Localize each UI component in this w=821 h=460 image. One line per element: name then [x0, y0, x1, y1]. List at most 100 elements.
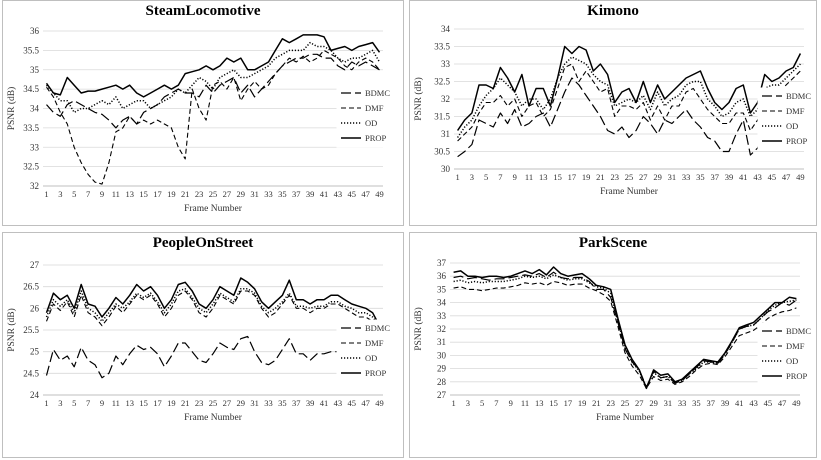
legend-label: BDMC: [786, 91, 811, 101]
y-tick-label: 24.5: [23, 368, 39, 378]
chart-panel-kimono: Kimono 30 30.5 31 31.5 32 32.5 33 33.5 34 1 3 5 7 9 11…: [409, 0, 817, 226]
legend-label: PROP: [786, 136, 808, 146]
y-tick-label: 31.5: [434, 112, 450, 122]
y-tick-label: 33.5: [434, 42, 450, 52]
x-tick-label: 43: [334, 189, 343, 199]
y-tick-label: 35: [30, 65, 40, 75]
x-tick-label: 13: [125, 398, 134, 408]
x-tick-label: 1: [44, 189, 48, 199]
x-tick-label: 11: [521, 398, 529, 408]
x-tick-label: 31: [664, 398, 673, 408]
legend-box: [757, 87, 809, 151]
y-tick-label: 32.5: [23, 162, 39, 172]
x-tick-label: 11: [112, 398, 120, 408]
y-tick-label: 25.5: [23, 325, 39, 335]
x-tick-label: 35: [278, 189, 287, 199]
x-tick-label: 5: [72, 189, 76, 199]
x-tick-label: 39: [306, 189, 315, 199]
x-tick-label: 5: [72, 398, 76, 408]
x-tick-label: 49: [375, 189, 384, 199]
x-tick-label: 45: [348, 398, 357, 408]
chart-title: PeopleOnStreet: [152, 235, 254, 251]
x-tick-label: 13: [539, 172, 548, 182]
x-tick-label: 19: [167, 398, 176, 408]
x-tick-label: 49: [796, 172, 805, 182]
x-tick-label: 37: [706, 398, 715, 408]
y-tick-label: 27: [30, 260, 40, 270]
x-tick-label: 27: [639, 172, 648, 182]
y-tick-label: 36: [437, 271, 447, 281]
series-line-prop: [453, 266, 797, 390]
x-tick-label: 23: [606, 398, 615, 408]
y-tick-label: 25: [30, 347, 40, 357]
y-tick-label: 34.5: [23, 84, 39, 94]
x-tick-label: 13: [535, 398, 544, 408]
x-tick-label: 11: [525, 172, 533, 182]
y-tick-label: 35: [437, 284, 447, 294]
x-axis-label: Frame Number: [596, 413, 655, 423]
series-line-prop: [45, 34, 381, 98]
x-tick-label: 21: [596, 172, 605, 182]
series-line-od: [45, 288, 381, 327]
chart-panel-parkscene: ParkScene 27 28 29 30 31 32 33 34 35 36 37 1 3 5 7 9 11 1…: [409, 232, 817, 458]
x-tick-label: 5: [484, 172, 488, 182]
legend-label: PROP: [365, 368, 387, 378]
legend-label: OD: [786, 356, 798, 366]
x-tick-label: 21: [181, 398, 190, 408]
series-line-dmf: [453, 280, 797, 389]
x-tick-label: 43: [753, 172, 762, 182]
x-tick-label: 17: [153, 398, 162, 408]
x-tick-label: 49: [375, 398, 384, 408]
x-tick-label: 9: [100, 398, 104, 408]
series-line-dmf: [46, 49, 380, 185]
series-line-od: [45, 41, 381, 114]
x-tick-label: 41: [739, 172, 748, 182]
y-axis-label: PSNR (dB): [413, 307, 424, 351]
x-tick-label: 29: [653, 172, 662, 182]
x-tick-label: 29: [237, 398, 246, 408]
x-tick-label: 7: [86, 189, 90, 199]
x-tick-label: 45: [768, 172, 777, 182]
series-line-od: [453, 274, 797, 388]
x-tick-label: 45: [348, 189, 357, 199]
x-tick-label: 19: [578, 398, 587, 408]
x-tick-label: 29: [649, 398, 658, 408]
legend-box: [336, 319, 388, 383]
x-tick-label: 37: [292, 189, 301, 199]
x-tick-label: 1: [451, 398, 455, 408]
x-tick-label: 27: [223, 189, 232, 199]
legend-label: DMF: [786, 106, 805, 116]
x-tick-label: 23: [610, 172, 619, 182]
y-tick-label: 33.5: [23, 123, 39, 133]
y-tick-label: 30: [441, 164, 451, 174]
x-tick-label: 15: [553, 172, 562, 182]
y-tick-label: 30.5: [434, 147, 450, 157]
y-tick-label: 34: [30, 104, 40, 114]
chart-title: Kimono: [587, 3, 639, 19]
y-tick-label: 37: [437, 258, 447, 268]
x-tick-label: 5: [480, 398, 484, 408]
y-axis-label: PSNR (dB): [6, 87, 17, 131]
x-tick-label: 41: [320, 189, 329, 199]
x-tick-label: 31: [250, 189, 259, 199]
x-axis-label: Frame Number: [600, 187, 659, 197]
x-tick-label: 39: [725, 172, 734, 182]
x-tick-label: 29: [237, 189, 246, 199]
x-tick-label: 25: [621, 398, 630, 408]
legend-label: OD: [365, 118, 377, 128]
x-tick-label: 17: [564, 398, 573, 408]
x-tick-label: 23: [195, 189, 204, 199]
series-line-bdmc: [46, 53, 380, 129]
x-tick-label: 21: [592, 398, 601, 408]
y-tick-label: 29: [437, 364, 447, 374]
x-tick-label: 33: [264, 189, 273, 199]
legend-box: [336, 84, 388, 148]
x-tick-label: 15: [139, 189, 148, 199]
x-tick-label: 35: [278, 398, 287, 408]
x-tick-label: 43: [749, 398, 758, 408]
y-axis-label: PSNR (dB): [6, 308, 17, 352]
legend-label: OD: [786, 121, 798, 131]
legend-label: DMF: [365, 103, 384, 113]
x-tick-label: 9: [100, 189, 104, 199]
